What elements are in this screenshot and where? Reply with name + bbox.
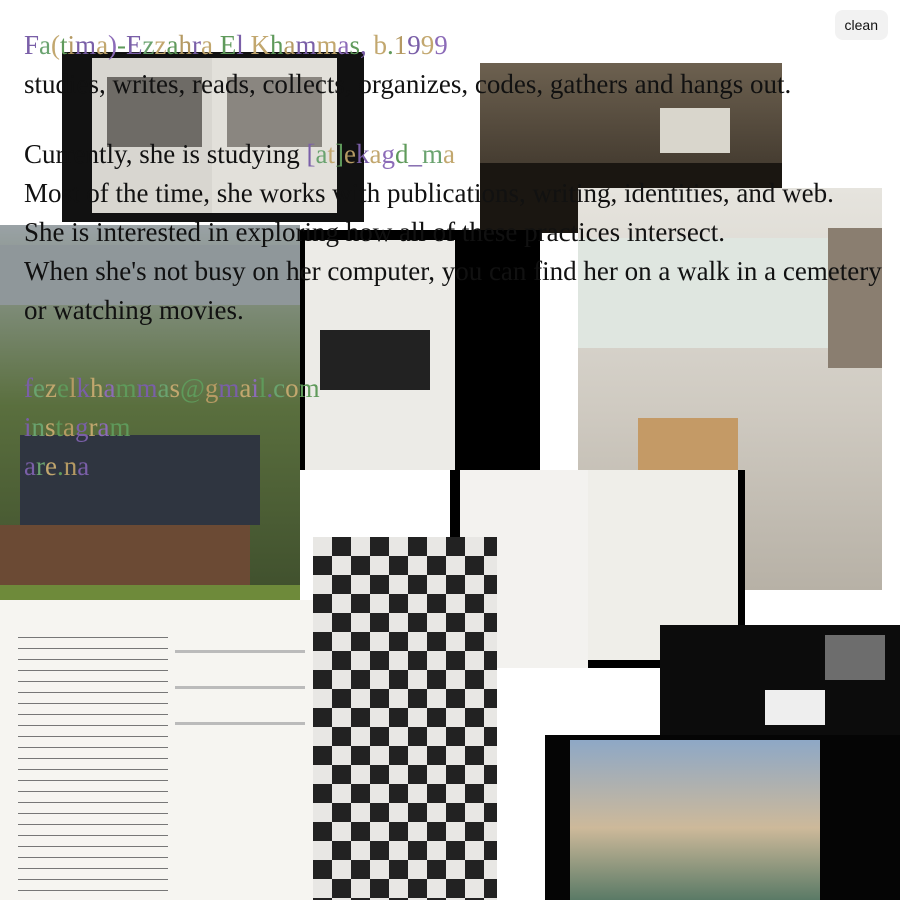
currently: Currently, she is studying (24, 139, 300, 169)
email-link[interactable]: fezelkhammas@gmail.com (24, 373, 320, 403)
interest-line: She is interested in exploring how all o… (24, 217, 726, 247)
currently-line: Currently, she is studying [at]ekagd_ma (24, 135, 884, 174)
photo-room (578, 188, 882, 590)
photo-exhibition (660, 625, 900, 735)
photo-pattern (313, 537, 497, 900)
clean-button[interactable]: clean (834, 10, 888, 40)
photo-article (0, 600, 313, 900)
school-link[interactable]: [at]ekagd_ma (306, 139, 455, 169)
photo-screen (545, 735, 900, 900)
name: Fa(tima)-Ezzahra El Khammas, b.1999 (24, 30, 448, 60)
links: fezelkhammas@gmail.com instagram are.na (24, 369, 884, 486)
bio-line: studies, writes, reads, collects, organi… (24, 69, 792, 99)
free-time-line: When she's not busy on her computer, you… (24, 256, 882, 325)
photo-poster (300, 230, 540, 470)
bio: Fa(tima)-Ezzahra El Khammas, b.1999 stud… (24, 26, 884, 486)
arena-link[interactable]: are.na (24, 451, 90, 481)
photo-book (62, 52, 364, 222)
work-line: Most of the time, she works with publica… (24, 178, 834, 208)
instagram-link[interactable]: instagram (24, 412, 131, 442)
photo-code (450, 470, 745, 668)
photo-building (0, 225, 300, 628)
